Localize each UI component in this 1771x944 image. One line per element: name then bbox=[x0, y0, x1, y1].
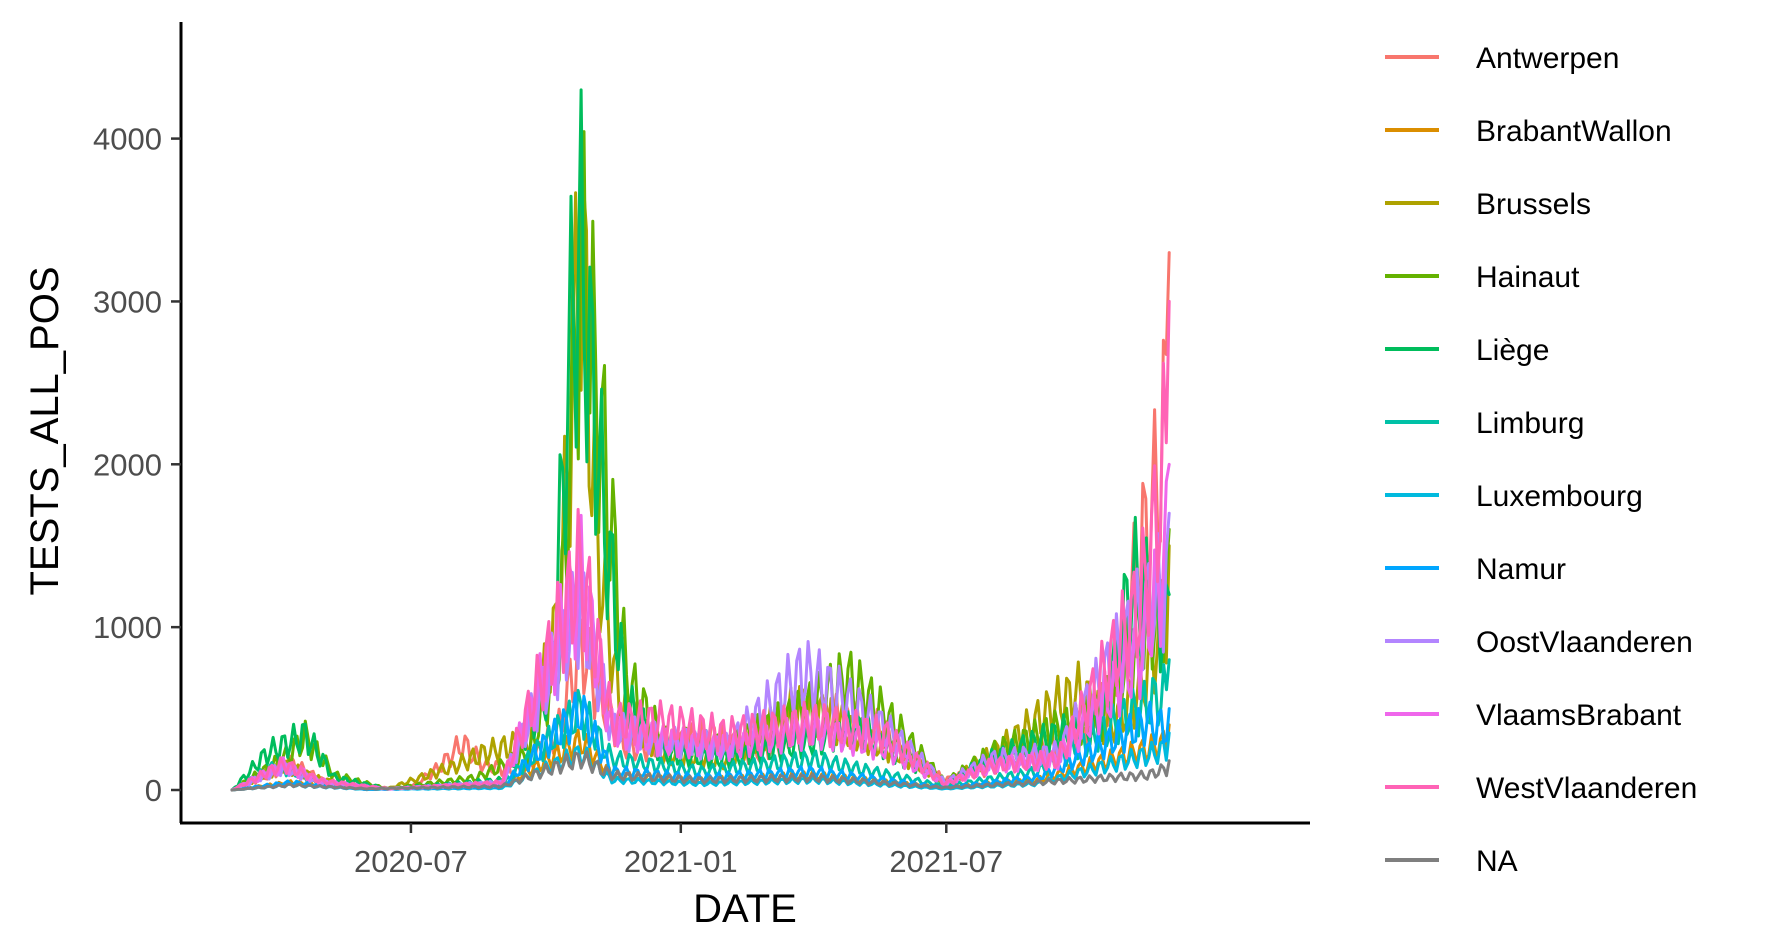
legend-label: Brussels bbox=[1476, 188, 1591, 221]
legend-label: VlaamsBrabant bbox=[1476, 699, 1682, 732]
legend-label: Hainaut bbox=[1476, 261, 1580, 294]
y-tick-label: 3000 bbox=[93, 284, 162, 319]
x-tick-label: 2020-07 bbox=[354, 844, 468, 879]
series-layer bbox=[230, 88, 1171, 792]
series-line-na bbox=[230, 750, 1171, 792]
x-axis-title: DATE bbox=[693, 887, 797, 931]
series-line-liège bbox=[230, 88, 1171, 792]
series-line-brussels bbox=[230, 187, 1171, 792]
y-axis-title: TESTS_ALL_POS bbox=[23, 266, 67, 595]
series-line-antwerpen bbox=[230, 251, 1171, 792]
x-tick-label: 2021-01 bbox=[624, 844, 738, 879]
legend-label: OostVlaanderen bbox=[1476, 626, 1693, 659]
legend-label: Limburg bbox=[1476, 407, 1584, 440]
legend-label: Liège bbox=[1476, 334, 1549, 367]
y-ticks: 0 1000 2000 3000 4000 bbox=[93, 122, 181, 808]
series-line-hainaut bbox=[230, 130, 1171, 792]
legend: Antwerpen BrabantWallon Brussels Hainaut Liè… bbox=[1385, 42, 1697, 878]
y-tick-label: 2000 bbox=[93, 447, 162, 482]
y-tick-label: 0 bbox=[145, 773, 162, 808]
legend-label: Luxembourg bbox=[1476, 480, 1643, 513]
x-ticks: 2020-07 2021-01 2021-07 bbox=[354, 823, 1003, 879]
legend-label: NA bbox=[1476, 845, 1518, 878]
y-tick-label: 4000 bbox=[93, 122, 162, 157]
legend-label: BrabantWallon bbox=[1476, 115, 1672, 148]
legend-label: Antwerpen bbox=[1476, 42, 1619, 75]
legend-label: WestVlaanderen bbox=[1476, 772, 1697, 805]
y-tick-label: 1000 bbox=[93, 610, 162, 645]
legend-label: Namur bbox=[1476, 553, 1566, 586]
x-tick-label: 2021-07 bbox=[889, 844, 1003, 879]
